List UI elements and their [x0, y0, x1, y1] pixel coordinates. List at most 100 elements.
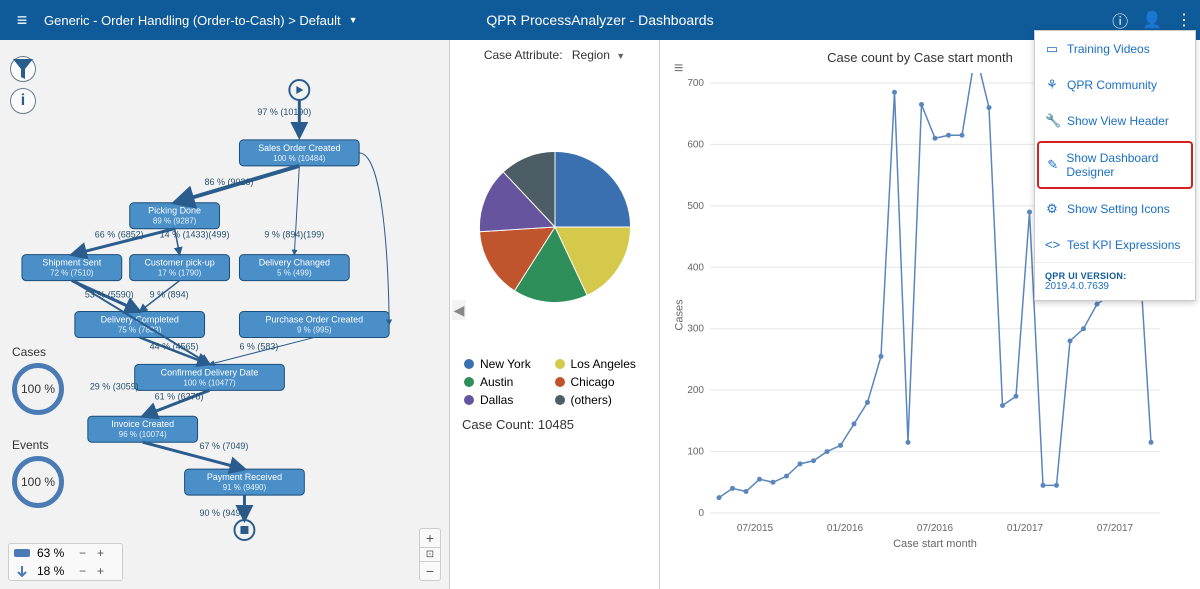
zoom-reset-button[interactable]: ⊡	[420, 548, 440, 562]
slider-plus[interactable]: +	[97, 564, 109, 578]
legend-item[interactable]: New York	[464, 357, 555, 371]
menu-item-show-dashboard-designer[interactable]: ✎Show Dashboard Designer	[1037, 141, 1193, 189]
slider-value: 18 %	[37, 564, 73, 578]
chart-menu-icon[interactable]: ≡	[674, 60, 683, 78]
svg-text:07/2017: 07/2017	[1097, 523, 1134, 534]
legend-swatch	[555, 359, 565, 369]
zoom-in-button[interactable]: +	[420, 529, 440, 548]
svg-text:Sales Order Created: Sales Order Created	[258, 143, 340, 153]
context-menu: ▭ Training Videos ⚘ QPR Community 🔧Show View…	[1034, 30, 1196, 301]
svg-text:17 % (1790): 17 % (1790)	[158, 269, 202, 278]
legend-label: Chicago	[571, 375, 615, 389]
filter-icon[interactable]	[10, 56, 36, 82]
svg-text:01/2017: 01/2017	[1007, 523, 1044, 534]
svg-text:07/2015: 07/2015	[737, 523, 774, 534]
menu-item-label: Training Videos	[1067, 42, 1150, 56]
legend-swatch	[555, 395, 565, 405]
svg-text:90 % (9490): 90 % (9490)	[200, 508, 249, 518]
metric-ring: 100 %	[12, 456, 64, 508]
menu-item-training-videos[interactable]: ▭ Training Videos	[1035, 31, 1195, 67]
svg-text:44 % (4565): 44 % (4565)	[150, 341, 199, 351]
legend-swatch	[464, 377, 474, 387]
svg-text:Purchase Order Created: Purchase Order Created	[265, 314, 363, 324]
legend-item[interactable]: Chicago	[555, 375, 646, 389]
menu-item-icon: ✎	[1047, 157, 1058, 173]
svg-text:Shipment Sent: Shipment Sent	[42, 258, 101, 268]
slider-minus[interactable]: −	[79, 546, 91, 560]
chevron-down-icon: ▼	[616, 51, 625, 61]
svg-text:Payment Received: Payment Received	[207, 472, 282, 482]
slider-plus[interactable]: +	[97, 546, 109, 560]
svg-text:100: 100	[687, 447, 704, 458]
legend-label: New York	[480, 357, 531, 371]
menu-item-test-kpi-expressions[interactable]: <> Test KPI Expressions	[1035, 227, 1195, 262]
pie-legend: New York Los Angeles Austin Chicago Dallas (o…	[458, 357, 651, 411]
pie-attribute-selector[interactable]: Case Attribute: Region ▼	[458, 48, 651, 62]
metric-events: Events100 %	[12, 438, 64, 508]
legend-label: (others)	[571, 393, 612, 407]
menu-item-icon: <>	[1045, 237, 1059, 252]
user-icon[interactable]: 👤	[1142, 10, 1162, 30]
svg-text:01/2016: 01/2016	[827, 523, 864, 534]
legend-item[interactable]: Dallas	[464, 393, 555, 407]
case-count: Case Count: 10485	[458, 411, 651, 432]
metric-cases: Cases100 %	[12, 345, 64, 415]
slider-row: 18 %−+	[9, 562, 122, 580]
svg-text:500: 500	[687, 201, 704, 212]
menu-version: QPR UI VERSION:2019.4.0.7639	[1035, 262, 1195, 300]
menu-item-label: Show View Header	[1067, 114, 1169, 128]
menu-item-qpr-community[interactable]: ⚘ QPR Community	[1035, 67, 1195, 103]
svg-text:53 % (5590): 53 % (5590)	[85, 290, 134, 300]
svg-text:96 % (10074): 96 % (10074)	[119, 430, 167, 439]
process-map-panel: i 97 % (10190) Sales Order Created 100 % (…	[0, 40, 450, 589]
svg-text:75 % (7833): 75 % (7833)	[118, 325, 162, 334]
svg-text:61 % (6378): 61 % (6378)	[155, 391, 204, 401]
legend-item[interactable]: Los Angeles	[555, 357, 646, 371]
menu-item-icon: ▭	[1045, 41, 1059, 57]
svg-text:100 % (10477): 100 % (10477)	[183, 378, 236, 387]
svg-text:0: 0	[698, 508, 704, 519]
menu-item-show-setting-icons[interactable]: ⚙ Show Setting Icons	[1035, 191, 1195, 227]
slider-minus[interactable]: −	[79, 564, 91, 578]
svg-text:5 % (499): 5 % (499)	[277, 269, 312, 278]
breadcrumb[interactable]: Generic - Order Handling (Order-to-Cash)…	[44, 13, 358, 28]
svg-text:97 % (10190): 97 % (10190)	[257, 107, 311, 117]
svg-text:9 % (995): 9 % (995)	[297, 325, 332, 334]
menu-item-label: QPR Community	[1067, 78, 1157, 92]
pie-attr-label: Case Attribute:	[484, 48, 563, 62]
svg-text:07/2016: 07/2016	[917, 523, 954, 534]
svg-text:Confirmed Delivery Date: Confirmed Delivery Date	[161, 367, 259, 377]
menu-toggle-icon[interactable]: ≡	[8, 10, 36, 31]
pie-chart	[458, 142, 651, 317]
legend-swatch	[555, 377, 565, 387]
svg-text:91 % (9490): 91 % (9490)	[223, 483, 267, 492]
slider-row: 63 %−+	[9, 544, 122, 562]
kebab-icon[interactable]: ⋮	[1176, 10, 1192, 30]
zoom-controls: + ⊡ −	[419, 528, 441, 581]
zoom-out-button[interactable]: −	[420, 562, 440, 580]
menu-item-icon: ⚙	[1045, 201, 1059, 217]
info-icon[interactable]: i	[10, 88, 36, 114]
menu-item-label: Test KPI Expressions	[1067, 238, 1180, 252]
legend-label: Los Angeles	[571, 357, 636, 371]
svg-text:14 % (1433)(499): 14 % (1433)(499)	[160, 230, 230, 240]
legend-item[interactable]: Austin	[464, 375, 555, 389]
help-icon[interactable]: ⓘ	[1112, 8, 1128, 32]
legend-item[interactable]: (others)	[555, 393, 646, 407]
menu-item-show-view-header[interactable]: 🔧Show View Header	[1035, 103, 1195, 139]
svg-text:9 % (894)(199): 9 % (894)(199)	[264, 230, 324, 240]
svg-text:Picking Done: Picking Done	[148, 206, 201, 216]
svg-text:6 % (583): 6 % (583)	[239, 341, 278, 351]
menu-item-label: Show Setting Icons	[1067, 202, 1170, 216]
pie-attr-value: Region	[572, 48, 610, 62]
collapse-left-icon[interactable]: ◀	[452, 300, 466, 320]
svg-text:89 % (9287): 89 % (9287)	[153, 217, 197, 226]
legend-swatch	[464, 395, 474, 405]
svg-text:Delivery Changed: Delivery Changed	[259, 258, 330, 268]
y-axis-label: Cases	[674, 299, 686, 330]
svg-text:Case start month: Case start month	[893, 538, 977, 550]
menu-item-icon: ⚘	[1045, 77, 1059, 93]
svg-text:200: 200	[687, 385, 704, 396]
metric-ring: 100 %	[12, 363, 64, 415]
chevron-down-icon: ▼	[349, 15, 358, 25]
